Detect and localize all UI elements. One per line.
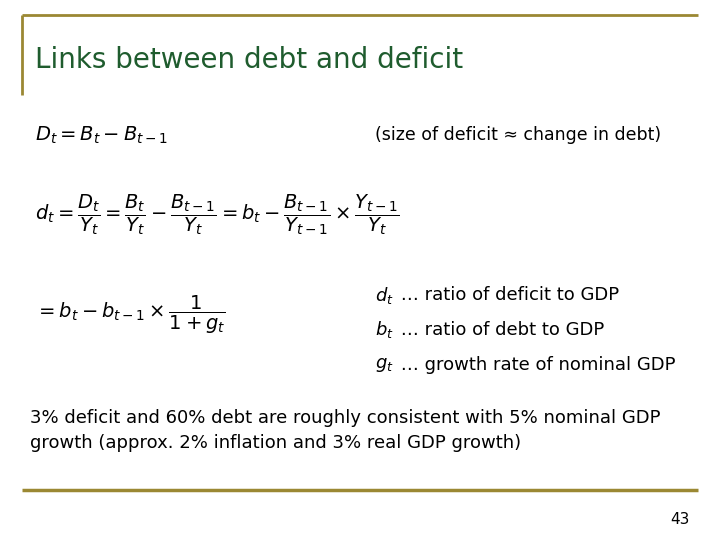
Text: $g_t$: $g_t$: [375, 356, 394, 374]
Text: $d_t$: $d_t$: [375, 285, 394, 306]
Text: (size of deficit ≈ change in debt): (size of deficit ≈ change in debt): [375, 126, 661, 144]
Text: growth (approx. 2% inflation and 3% real GDP growth): growth (approx. 2% inflation and 3% real…: [30, 434, 521, 452]
Text: … ratio of debt to GDP: … ratio of debt to GDP: [395, 321, 604, 339]
Text: $d_t = \dfrac{D_t}{Y_t} = \dfrac{B_t}{Y_t} - \dfrac{B_{t-1}}{Y_t} = b_t - \dfrac: $d_t = \dfrac{D_t}{Y_t} = \dfrac{B_t}{Y_…: [35, 193, 400, 238]
Text: $= b_t - b_{t-1} \times \dfrac{1}{1 + g_t}$: $= b_t - b_{t-1} \times \dfrac{1}{1 + g_…: [35, 294, 225, 336]
Text: 3% deficit and 60% debt are roughly consistent with 5% nominal GDP: 3% deficit and 60% debt are roughly cons…: [30, 409, 660, 427]
Text: $D_t = B_t - B_{t-1}$: $D_t = B_t - B_{t-1}$: [35, 124, 168, 146]
Text: $b_t$: $b_t$: [375, 320, 394, 341]
Text: Links between debt and deficit: Links between debt and deficit: [35, 46, 463, 74]
Text: 43: 43: [670, 512, 690, 528]
Text: … ratio of deficit to GDP: … ratio of deficit to GDP: [395, 286, 619, 304]
Text: … growth rate of nominal GDP: … growth rate of nominal GDP: [395, 356, 675, 374]
